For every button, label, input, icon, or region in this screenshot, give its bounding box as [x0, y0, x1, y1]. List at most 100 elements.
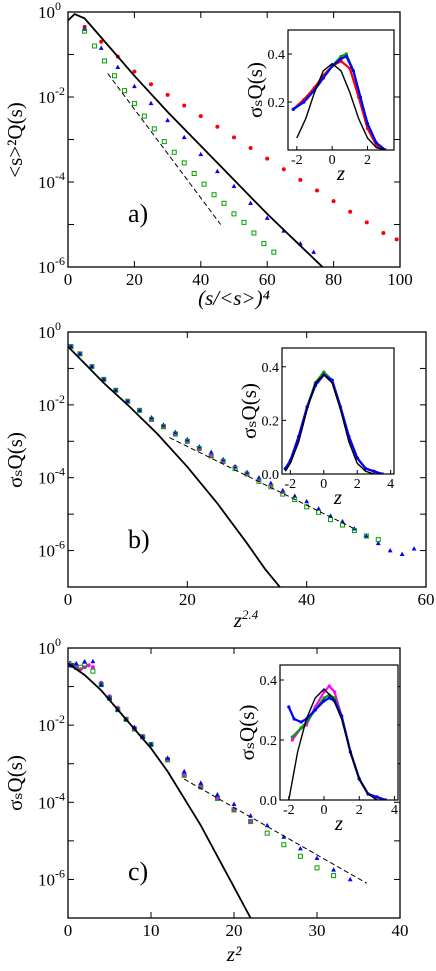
- data-point-blue: [304, 498, 310, 504]
- data-point-blue: [314, 855, 320, 861]
- data-point-green: [77, 351, 83, 357]
- y-tick-label: 10-6: [38, 866, 65, 889]
- inset-point-blue: [358, 95, 363, 99]
- data-point-blue: [90, 658, 96, 664]
- data-point-green: [256, 478, 262, 484]
- data-point-green: [375, 537, 381, 543]
- data-point-blue: [101, 376, 107, 382]
- data-point-green: [208, 453, 214, 459]
- data-point-green: [184, 438, 190, 444]
- inset-point-blue: [374, 141, 378, 145]
- data-point-green: [82, 662, 88, 668]
- data-point-green: [244, 471, 250, 477]
- inset-y-tick-label: 0.2: [268, 96, 286, 111]
- x-tick-label: 40: [298, 590, 315, 609]
- panel-label: b): [128, 525, 150, 554]
- data-point-green: [149, 416, 155, 422]
- x-tick-label: 20: [226, 921, 243, 940]
- data-point-blue: [231, 801, 237, 807]
- data-point-blue: [125, 398, 131, 404]
- data-point-blue: [280, 487, 286, 493]
- data-point-blue: [181, 134, 187, 140]
- data-point-red: [364, 220, 369, 225]
- data-point-green: [113, 387, 119, 393]
- inset-series-group: [287, 684, 388, 800]
- data-point-green: [191, 171, 197, 176]
- x-tick-label: 60: [418, 590, 435, 609]
- data-point-red: [248, 146, 253, 150]
- data-point-red: [198, 114, 203, 119]
- data-point-blue: [181, 768, 187, 774]
- data-point-blue: [77, 351, 83, 356]
- x-tick-label: 20: [126, 270, 143, 289]
- data-point-blue: [387, 547, 393, 553]
- data-point-green: [314, 865, 320, 871]
- inset-point-blue: [322, 699, 326, 703]
- inset-x-tick-label: 2: [356, 803, 363, 818]
- y-tick-label: 10-4: [38, 465, 65, 488]
- data-point-green: [251, 230, 257, 236]
- data-point-green: [271, 249, 277, 255]
- data-point-green: [181, 160, 187, 166]
- data-point-green: [137, 407, 143, 413]
- data-point-red: [348, 209, 353, 214]
- inset-y-axis-label: σₛQ(s): [235, 705, 259, 761]
- inset-y-tick-label: 0.2: [262, 414, 280, 429]
- data-point-green: [102, 58, 108, 64]
- inset-point-blue: [339, 57, 343, 61]
- inset-y-tick-label: 0.0: [262, 468, 280, 483]
- x-tick-label: 30: [309, 921, 326, 940]
- data-point-green: [160, 424, 166, 430]
- data-point-red: [215, 124, 220, 129]
- data-point-magenta: [215, 796, 220, 801]
- inset-point-blue: [372, 469, 376, 473]
- data-point-blue: [375, 540, 381, 546]
- data-point-blue: [198, 780, 204, 785]
- inset-x-tick-label: 2: [364, 153, 371, 168]
- inset-point-magenta: [322, 690, 326, 694]
- data-point-green: [231, 211, 237, 217]
- chart-panel-a: 0 20 40 60 80 10010010-210-410-6a)<s>²Q(s)(s/…: [3, 0, 413, 310]
- data-point-blue: [89, 364, 95, 369]
- data-point-green: [125, 398, 131, 404]
- chart-panel-b: 0 20 40 60 100 10-2 10-4 10-6 b) σₛQ(s) z2.4 -2 0 2 4 0…: [3, 319, 435, 632]
- inset-point-blue: [330, 64, 334, 68]
- data-point-blue: [132, 83, 137, 89]
- data-point-blue: [268, 480, 274, 485]
- data-point-blue: [82, 26, 87, 31]
- data-point-red: [132, 69, 137, 74]
- data-point-green: [292, 497, 298, 503]
- data-point-green: [181, 772, 187, 778]
- data-point-green: [151, 126, 157, 132]
- inset-point-blue: [344, 54, 348, 59]
- inset-point-blue: [287, 705, 291, 709]
- data-point-green: [351, 528, 357, 534]
- inset-point-blue: [330, 378, 334, 382]
- inset-point-blue: [291, 107, 295, 111]
- data-point-blue: [316, 506, 321, 511]
- inset-point-blue: [313, 708, 317, 712]
- data-point-red: [381, 231, 386, 235]
- data-point-green: [211, 192, 217, 198]
- y-tick-label: 10-2: [38, 84, 65, 107]
- data-point-green: [90, 668, 96, 674]
- inset-series-group: [291, 52, 387, 150]
- data-point-green: [82, 28, 88, 34]
- data-point-blue: [298, 845, 303, 851]
- data-point-blue: [264, 822, 270, 828]
- y-tick-label: 10-4: [38, 789, 65, 812]
- data-point-red: [331, 199, 336, 204]
- data-point-red: [265, 156, 270, 161]
- data-point-green: [101, 376, 107, 382]
- y-tick-label: 10-6: [38, 254, 65, 277]
- data-point-green: [331, 873, 337, 879]
- data-point-blue: [137, 407, 142, 413]
- data-point-blue: [281, 834, 287, 839]
- inset-point-green: [344, 52, 348, 56]
- data-point-blue: [363, 533, 369, 538]
- data-point-green: [241, 219, 247, 225]
- y-tick-label: 100: [38, 319, 61, 342]
- data-point-red: [281, 167, 286, 172]
- fit-curve: [68, 662, 252, 918]
